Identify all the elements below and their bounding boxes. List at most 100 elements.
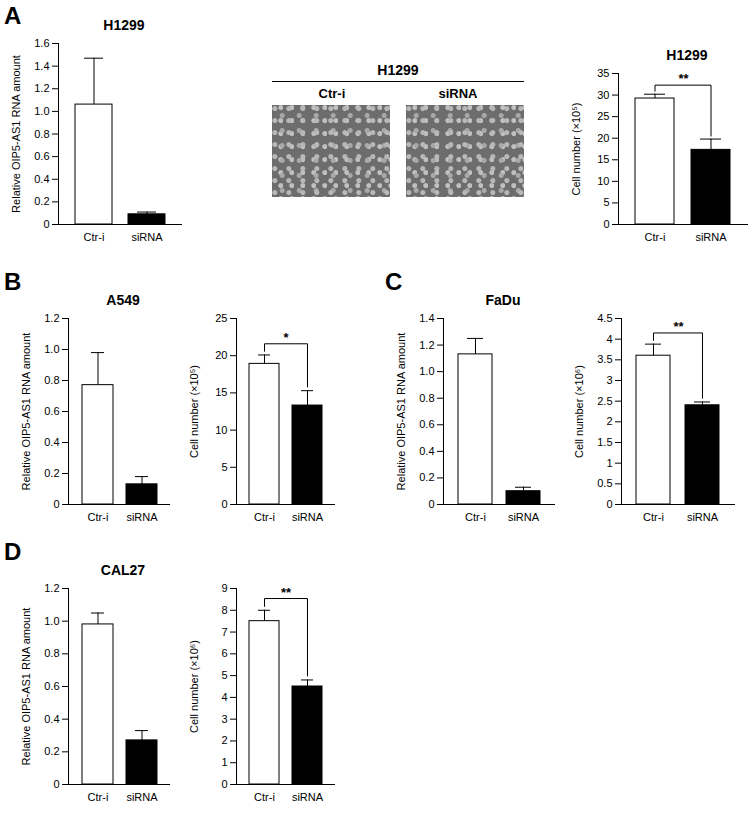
svg-text:Relative OIP5-AS1 RNA amount: Relative OIP5-AS1 RNA amount [20,608,32,766]
svg-text:0.8: 0.8 [34,128,49,140]
svg-text:Ctr-i: Ctr-i [643,511,664,523]
svg-text:5: 5 [221,669,227,681]
svg-text:Ctr-i: Ctr-i [645,231,666,243]
svg-text:20: 20 [215,349,227,361]
svg-text:*: * [283,330,289,345]
svg-text:3: 3 [221,713,227,725]
svg-text:1.0: 1.0 [44,343,59,355]
svg-text:0.5: 0.5 [597,477,612,489]
svg-text:4: 4 [606,333,612,345]
svg-text:1.4: 1.4 [34,60,49,72]
svg-text:30: 30 [597,89,609,101]
svg-text:0: 0 [43,218,49,230]
svg-text:15: 15 [597,153,609,165]
svg-text:1.4: 1.4 [419,312,434,324]
svg-text:**: ** [673,319,684,334]
svg-text:siRNA: siRNA [508,511,540,523]
svg-text:Relative OIP5-AS1 RNA amount: Relative OIP5-AS1 RNA amount [20,333,32,491]
svg-text:1.0: 1.0 [419,365,434,377]
html-text:B: B [4,268,22,295]
html-text:A549: A549 [106,292,140,308]
svg-text:siRNA: siRNA [292,791,324,803]
svg-text:35: 35 [597,67,609,79]
svg-text:10: 10 [597,175,609,187]
svg-text:20: 20 [597,132,609,144]
svg-text:1.2: 1.2 [419,339,434,351]
svg-text:2.5: 2.5 [597,395,612,407]
svg-text:0: 0 [221,498,227,510]
svg-text:1.2: 1.2 [34,82,49,94]
svg-text:0.6: 0.6 [44,680,59,692]
svg-text:siRNA: siRNA [126,791,158,803]
svg-text:Ctr-i: Ctr-i [88,791,109,803]
svg-text:5: 5 [221,461,227,473]
svg-text:0.2: 0.2 [419,471,434,483]
html-text:A: A [4,2,22,29]
svg-text:0: 0 [221,778,227,790]
svg-text:siRNA: siRNA [687,511,719,523]
svg-text:Ctr-i: Ctr-i [88,511,109,523]
svg-text:3.5: 3.5 [597,353,612,365]
svg-text:1.2: 1.2 [44,582,59,594]
svg-text:siRNA: siRNA [695,231,727,243]
svg-text:siRNA: siRNA [126,511,158,523]
svg-text:1: 1 [606,457,612,469]
svg-text:0: 0 [53,778,59,790]
svg-text:0.4: 0.4 [44,436,59,448]
html-text:D: D [4,538,22,565]
svg-text:**: ** [678,71,689,86]
svg-text:0: 0 [603,218,609,230]
svg-text:0.4: 0.4 [419,445,434,457]
svg-text:0.4: 0.4 [34,173,49,185]
svg-text:siRNA: siRNA [131,231,163,243]
svg-text:0: 0 [606,498,612,510]
svg-text:0.6: 0.6 [34,150,49,162]
svg-text:Ctr-i: Ctr-i [84,231,105,243]
svg-text:Cell number (×10⁵): Cell number (×10⁵) [570,103,582,196]
svg-text:Relative OIP5-AS1 RNA amount: Relative OIP5-AS1 RNA amount [10,55,22,213]
svg-text:0.4: 0.4 [44,713,59,725]
svg-text:0.8: 0.8 [419,392,434,404]
svg-text:3: 3 [606,374,612,386]
svg-text:0: 0 [53,498,59,510]
svg-text:1.5: 1.5 [597,436,612,448]
svg-text:1.0: 1.0 [34,105,49,117]
svg-text:25: 25 [597,110,609,122]
svg-text:4.5: 4.5 [597,312,612,324]
svg-text:siRNA: siRNA [292,511,324,523]
svg-text:0.2: 0.2 [44,467,59,479]
html-text:H1299: H1299 [666,47,708,63]
svg-text:1.2: 1.2 [44,312,59,324]
svg-text:1.6: 1.6 [34,37,49,49]
svg-text:15: 15 [215,386,227,398]
svg-text:4: 4 [221,691,227,703]
svg-text:9: 9 [221,582,227,594]
svg-text:Ctr-i: Ctr-i [254,791,275,803]
svg-text:0.8: 0.8 [44,374,59,386]
svg-text:7: 7 [221,626,227,638]
svg-text:5: 5 [603,196,609,208]
svg-text:Cell number (×10⁶): Cell number (×10⁶) [188,640,200,733]
svg-text:2: 2 [221,734,227,746]
svg-text:0: 0 [428,498,434,510]
svg-text:Ctr-i: Ctr-i [465,511,486,523]
svg-text:8: 8 [221,604,227,616]
svg-text:Cell number (×10⁶): Cell number (×10⁶) [573,365,585,458]
html-text:C: C [385,268,403,295]
svg-text:10: 10 [215,424,227,436]
svg-text:Cell number (×10⁵): Cell number (×10⁵) [188,365,200,458]
svg-text:0.6: 0.6 [419,418,434,430]
svg-text:Ctr-i: Ctr-i [254,511,275,523]
svg-text:0.2: 0.2 [44,745,59,757]
svg-text:6: 6 [221,647,227,659]
svg-text:Relative OIP5-AS1 RNA amount: Relative OIP5-AS1 RNA amount [395,333,407,491]
svg-text:**: ** [281,585,292,600]
html-text:H1299: H1299 [103,17,145,33]
svg-text:0.6: 0.6 [44,405,59,417]
svg-text:25: 25 [215,312,227,324]
svg-text:1.0: 1.0 [44,615,59,627]
svg-text:0.2: 0.2 [34,195,49,207]
svg-text:2: 2 [606,415,612,427]
svg-text:1: 1 [221,756,227,768]
svg-text:0.8: 0.8 [44,647,59,659]
